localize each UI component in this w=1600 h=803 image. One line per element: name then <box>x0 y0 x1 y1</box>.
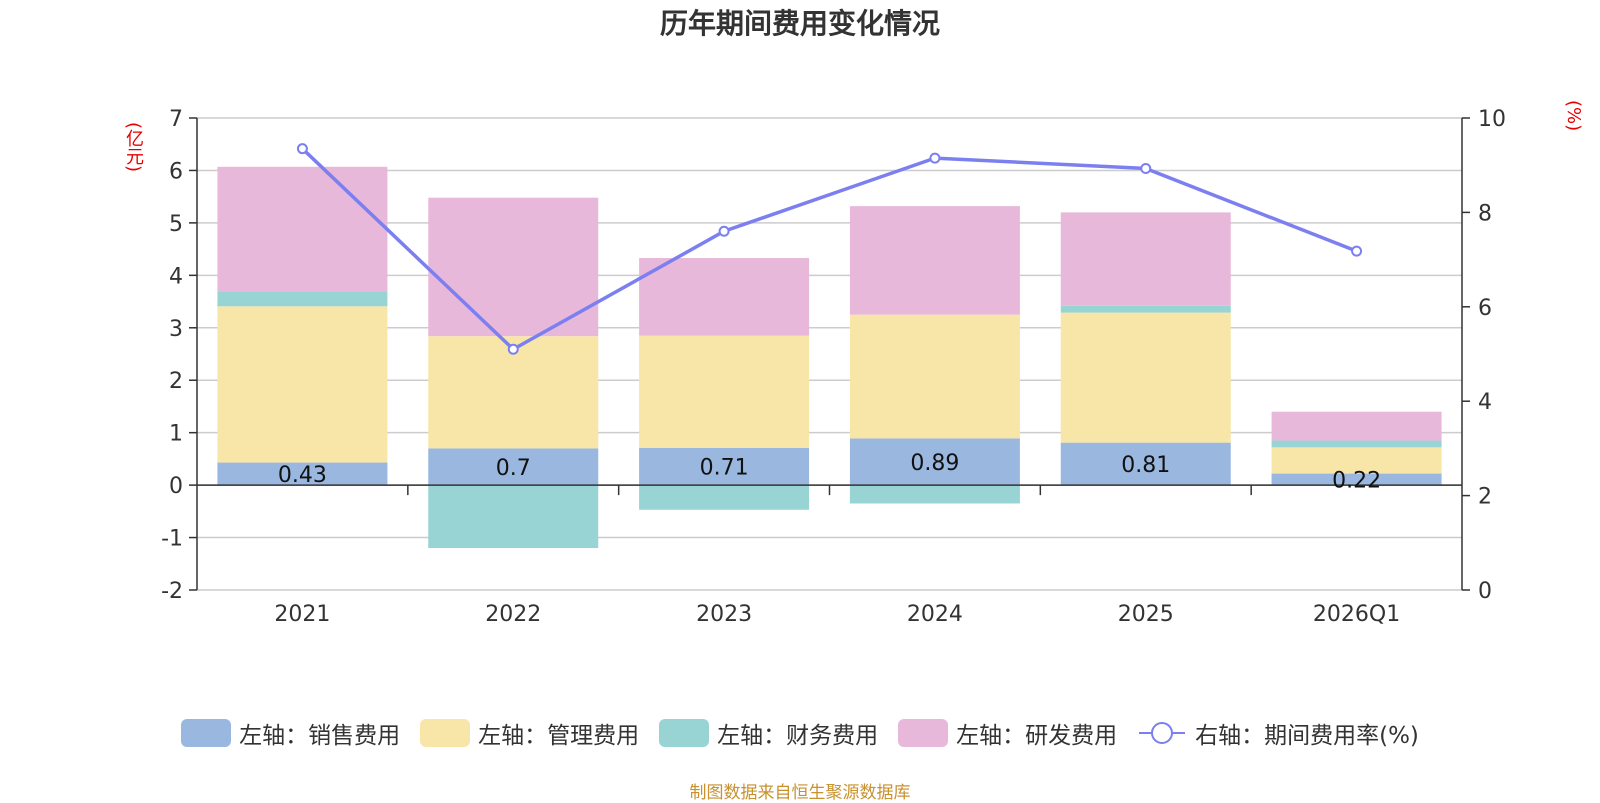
bar-segment-1 <box>217 306 388 463</box>
bar-segment-3 <box>1271 411 1442 441</box>
expense-rate-point <box>296 143 308 155</box>
x-axis-category-label: 2021 <box>274 602 330 627</box>
data-source-note: 制图数据来自恒生聚源数据库 <box>689 783 911 803</box>
bar-segment-1 <box>849 314 1020 439</box>
legend-label-sales: 左轴：销售费用 <box>239 723 401 749</box>
expense-rate-point <box>1351 245 1363 257</box>
bar-data-label: 0.71 <box>700 455 749 480</box>
bar-segment-2 <box>217 291 388 307</box>
legend: 左轴：销售费用 左轴：管理费用 左轴：财务费用 左轴：研发费用 右轴：期间费用率… <box>0 716 1600 750</box>
right-axis-tick-label: 10 <box>1478 107 1506 132</box>
legend-swatch-sales <box>181 719 232 747</box>
legend-line-marker-icon <box>1139 722 1186 744</box>
left-axis-tick-label: 0 <box>169 474 183 499</box>
left-axis-tick-label: 4 <box>169 264 183 289</box>
x-axis-category-label: 2022 <box>485 602 541 627</box>
bar-segment-0 <box>849 438 1020 486</box>
left-axis-tick-label: 2 <box>169 369 183 394</box>
bar-segment-3 <box>849 206 1020 315</box>
bar-segment-3 <box>217 166 388 292</box>
left-axis-tick-label: -1 <box>161 527 183 552</box>
left-axis-tick-label: 1 <box>169 422 183 447</box>
bar-segment-1 <box>639 335 810 448</box>
left-axis-tick-label: 6 <box>169 159 183 184</box>
bar-segment-0 <box>217 462 388 486</box>
legend-item-finance[interactable]: 左轴：财务费用 <box>659 716 878 750</box>
legend-label-admin: 左轴：管理费用 <box>478 723 640 749</box>
legend-swatch-admin <box>420 719 471 747</box>
left-axis-tick-label: 3 <box>169 317 183 342</box>
bar-segment-3 <box>428 197 599 337</box>
bar-segment-3 <box>1060 212 1231 306</box>
right-axis-tick-label: 6 <box>1478 296 1492 321</box>
bar-segment-2 <box>849 485 1020 504</box>
bar-data-label: 0.89 <box>910 451 959 476</box>
bar-segment-0 <box>428 448 599 486</box>
legend-swatch-finance <box>659 719 710 747</box>
right-axis-tick-label: 8 <box>1478 201 1492 226</box>
bar-segment-1 <box>1060 312 1231 443</box>
legend-label-finance: 左轴：财务费用 <box>717 723 879 749</box>
x-axis-category-label: 2024 <box>907 602 963 627</box>
bar-data-label: 0.43 <box>278 463 327 488</box>
chart-title: 历年期间费用变化情况 <box>659 7 940 40</box>
legend-item-rnd[interactable]: 左轴：研发费用 <box>898 716 1117 750</box>
x-axis-category-label: 2023 <box>696 602 752 627</box>
bar-data-label: 0.81 <box>1121 453 1170 478</box>
right-axis-unit: (%) <box>1563 100 1584 132</box>
bar-segment-2 <box>428 485 599 549</box>
left-axis-tick-label: 7 <box>169 107 183 132</box>
bar-segment-2 <box>1271 440 1442 448</box>
x-axis-category-label: 2025 <box>1118 602 1174 627</box>
legend-label-expense-rate: 右轴：期间费用率(%) <box>1195 723 1419 749</box>
legend-item-admin[interactable]: 左轴：管理费用 <box>420 716 639 750</box>
left-axis-tick-label: -2 <box>161 579 183 604</box>
right-axis-tick-label: 4 <box>1478 390 1492 415</box>
bar-segment-2 <box>1060 305 1231 313</box>
bar-segment-0 <box>639 447 810 486</box>
expense-rate-point <box>929 152 941 164</box>
legend-item-expense-rate[interactable]: 右轴：期间费用率(%) <box>1137 716 1419 750</box>
bar-segment-3 <box>639 258 810 336</box>
x-axis-category-label: 2026Q1 <box>1313 602 1400 627</box>
expense-rate-line <box>301 147 1358 352</box>
right-axis-tick-label: 0 <box>1478 579 1492 604</box>
right-axis-tick-label: 2 <box>1478 485 1492 510</box>
bar-data-label: 0.22 <box>1332 468 1381 493</box>
legend-item-sales[interactable]: 左轴：销售费用 <box>181 716 400 750</box>
legend-label-rnd: 左轴：研发费用 <box>956 723 1118 749</box>
bar-segment-1 <box>1271 447 1442 474</box>
bar-segment-0 <box>1060 442 1231 486</box>
expense-rate-point <box>718 225 730 237</box>
legend-swatch-rnd <box>898 719 949 747</box>
bar-data-label: 0.7 <box>496 456 531 481</box>
expense-rate-point <box>507 343 519 355</box>
left-axis-unit: (亿元) <box>123 122 144 173</box>
expense-rate-point <box>1140 163 1152 175</box>
bar-segment-0 <box>1271 473 1442 486</box>
left-axis-tick-label: 5 <box>169 212 183 237</box>
bar-segment-1 <box>428 336 599 449</box>
bar-segment-2 <box>639 485 810 510</box>
